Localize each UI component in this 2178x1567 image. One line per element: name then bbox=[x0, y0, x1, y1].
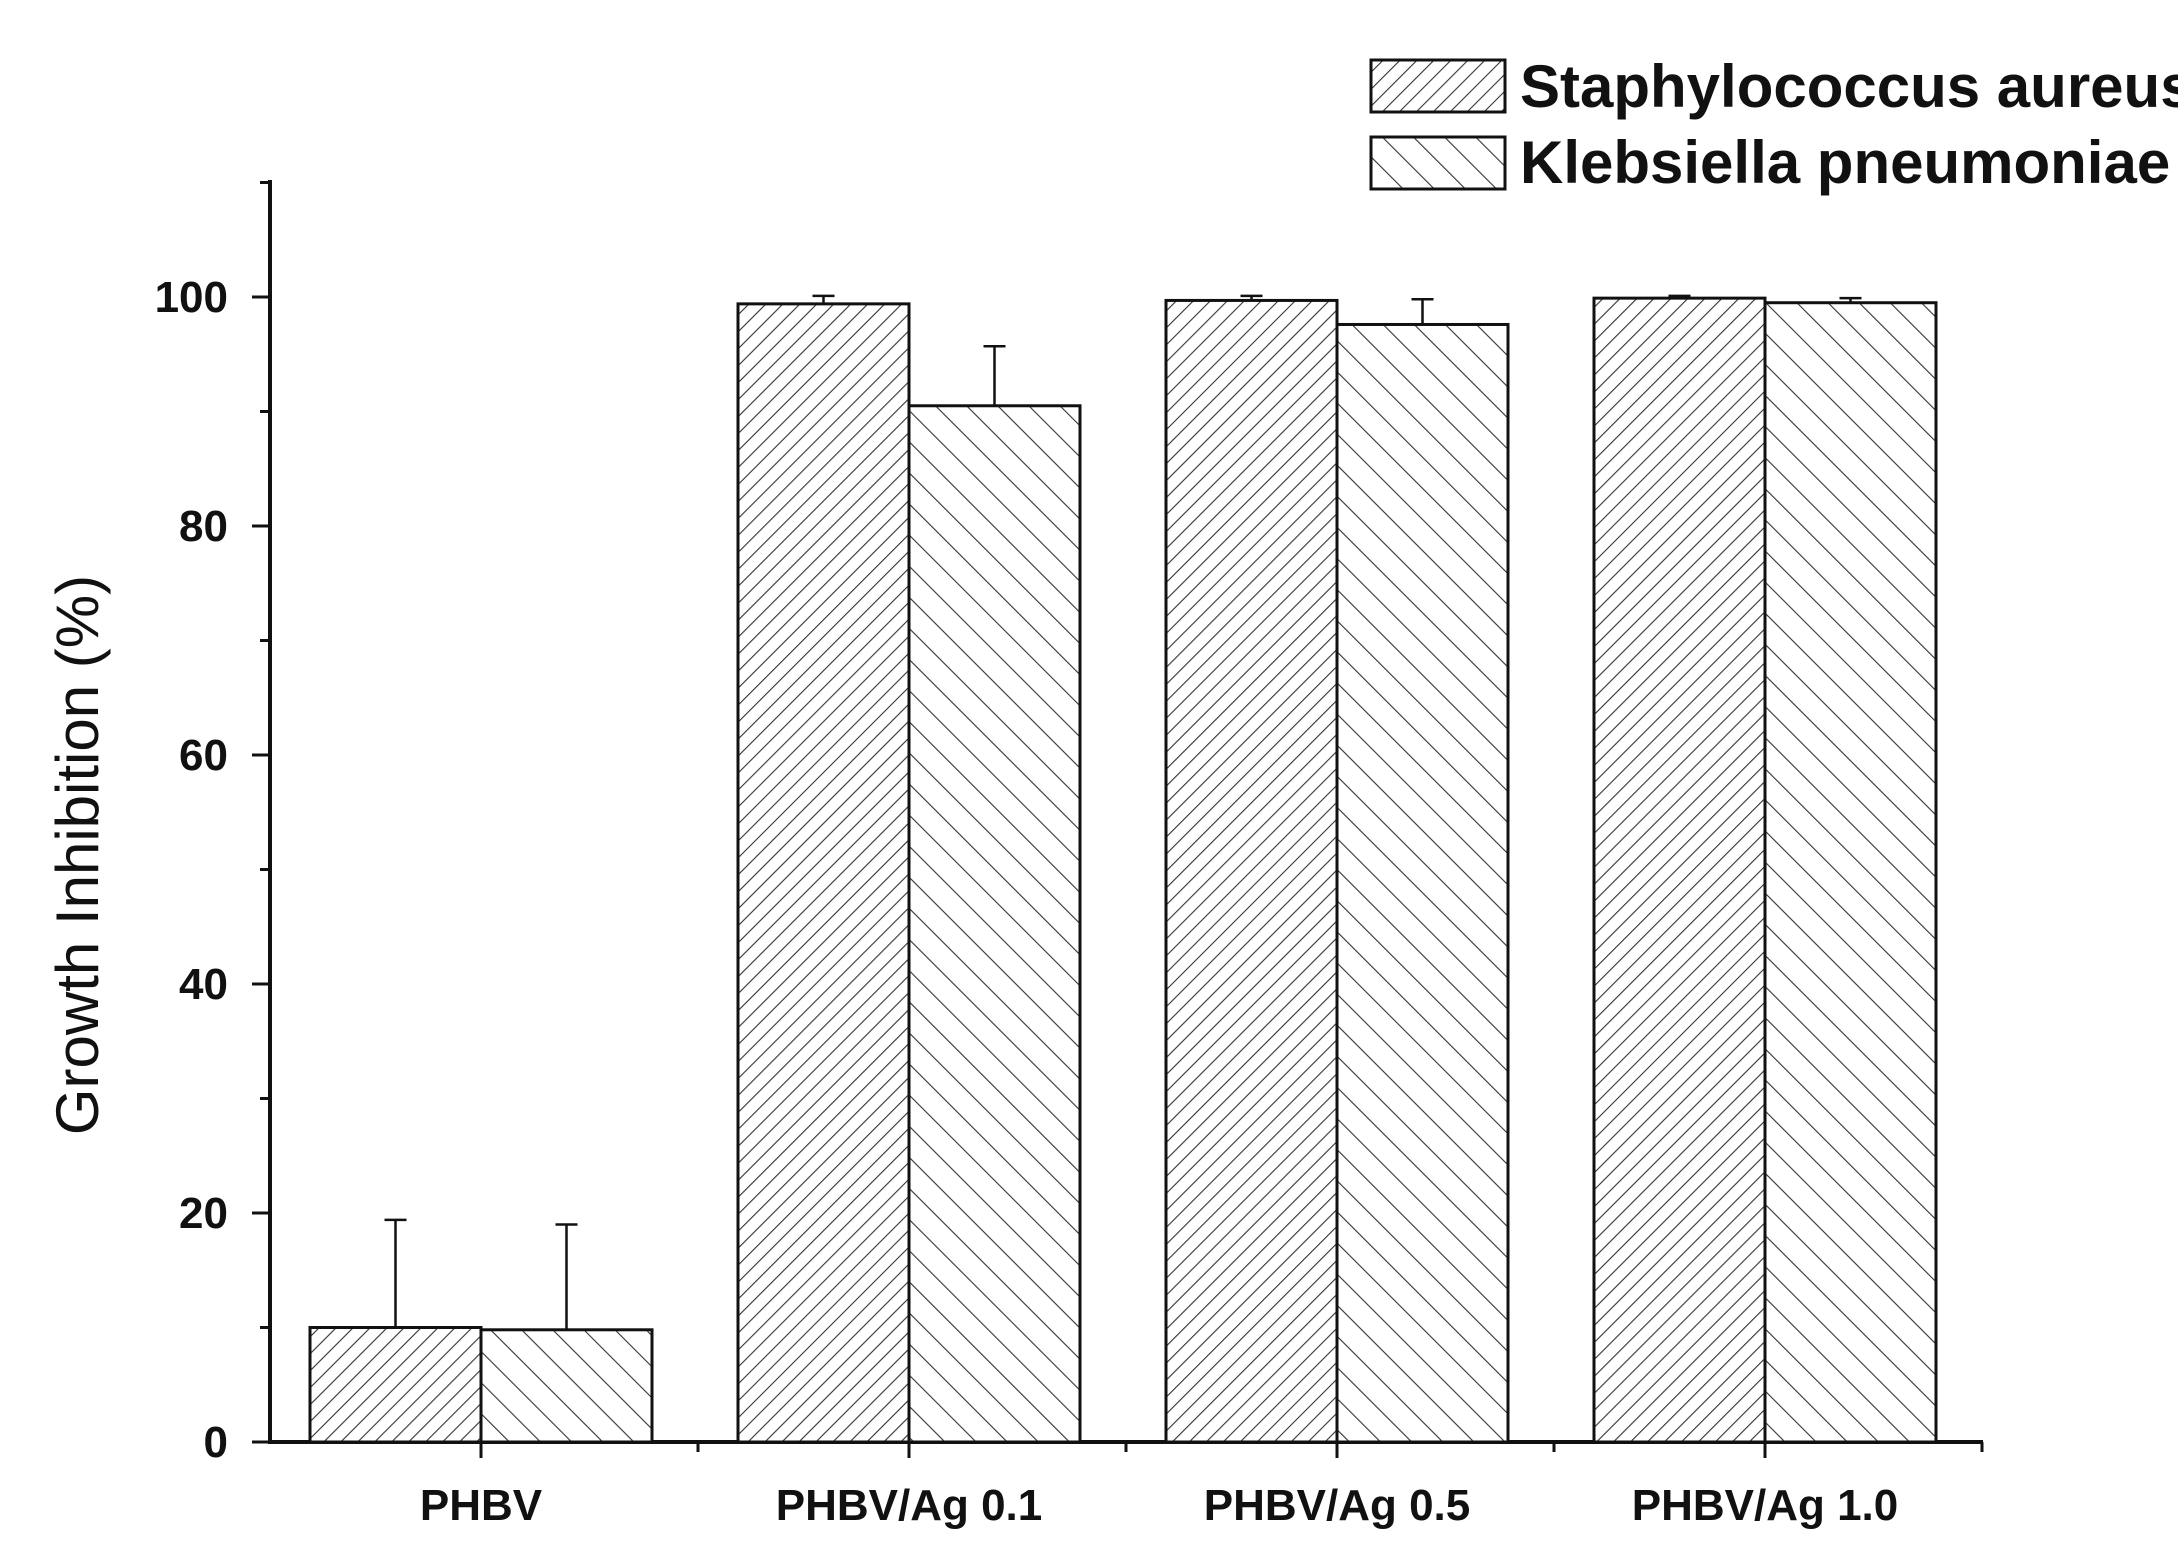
y-tick-label: 20 bbox=[179, 1189, 228, 1238]
bar-klebsiella-pneumoniae-phbv bbox=[479, 1328, 654, 1444]
y-tick-label: 60 bbox=[179, 731, 228, 780]
bar-staphylococcus-aureus-phbv-ag-1-0 bbox=[1592, 296, 1767, 1444]
legend-item-klebsiella-pneumoniae: Klebsiella pneumoniae bbox=[1369, 129, 2170, 196]
x-tick-label: PHBV/Ag 1.0 bbox=[1632, 1481, 1899, 1530]
y-tick-label: 0 bbox=[204, 1418, 228, 1467]
bar-klebsiella-pneumoniae-phbv-ag-0-1 bbox=[907, 404, 1082, 1444]
y-tick-label: 40 bbox=[179, 960, 228, 1009]
y-tick-label: 100 bbox=[155, 273, 228, 322]
legend-label-staphylococcus-aureus: Staphylococcus aureus bbox=[1520, 53, 2178, 120]
bar-staphylococcus-aureus-phbv bbox=[308, 1326, 483, 1444]
error-bars bbox=[384, 294, 1862, 1330]
legend-label-klebsiella-pneumoniae: Klebsiella pneumoniae bbox=[1520, 129, 2170, 196]
x-tick-label: PHBV/Ag 0.1 bbox=[776, 1481, 1043, 1530]
bars bbox=[308, 296, 1938, 1444]
bar-klebsiella-pneumoniae-phbv-ag-0-5 bbox=[1335, 322, 1510, 1444]
x-tick-label: PHBV/Ag 0.5 bbox=[1204, 1481, 1471, 1530]
y-axis-title: Growth Inhibition (%) bbox=[44, 575, 111, 1135]
bar-staphylococcus-aureus-phbv-ag-0-5 bbox=[1164, 298, 1339, 1444]
legend-swatch-klebsiella-pneumoniae bbox=[1369, 135, 1507, 191]
y-axis-ticks: 0 20 40 60 80 100 bbox=[155, 181, 270, 1467]
x-tick-label: PHBV bbox=[420, 1481, 543, 1530]
legend-swatch-staphylococcus-aureus bbox=[1369, 58, 1507, 114]
legend-item-staphylococcus-aureus: Staphylococcus aureus bbox=[1369, 53, 2178, 120]
bar-klebsiella-pneumoniae-phbv-ag-1-0 bbox=[1763, 301, 1938, 1444]
x-axis-ticks: PHBV PHBV/Ag 0.1 PHBV/Ag 0.5 PHBV/Ag 1.0 bbox=[420, 1442, 1984, 1530]
bar-staphylococcus-aureus-phbv-ag-0-1 bbox=[736, 302, 911, 1444]
legend: Staphylococcus aureus Klebsiella pneumon… bbox=[1369, 53, 2178, 196]
y-tick-label: 80 bbox=[179, 502, 228, 551]
